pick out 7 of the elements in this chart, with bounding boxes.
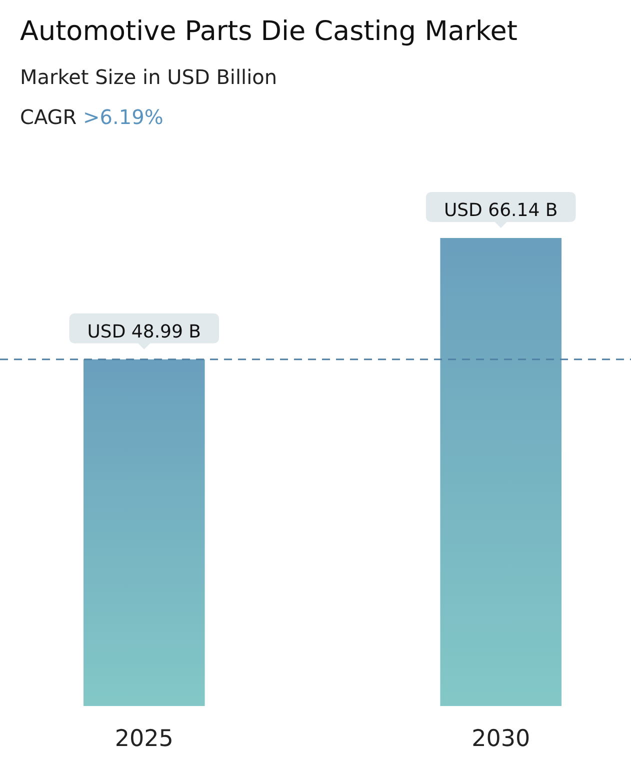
data-label: USD 66.14 B bbox=[444, 200, 558, 221]
chart-subtitle: Market Size in USD Billion bbox=[20, 65, 278, 89]
text: CAGR >6.19% bbox=[20, 105, 164, 129]
chart-title: Automotive Parts Die Casting Market bbox=[20, 16, 518, 47]
x-tick-label: 2030 bbox=[472, 726, 530, 752]
x-tick-label: 2025 bbox=[114, 726, 174, 752]
data-label: USD 48.99 B bbox=[87, 321, 202, 342]
